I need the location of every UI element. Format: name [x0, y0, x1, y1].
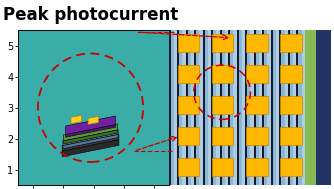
FancyBboxPatch shape — [212, 96, 233, 114]
FancyBboxPatch shape — [178, 158, 199, 176]
Bar — [298, 30, 302, 185]
Bar — [296, 30, 298, 185]
Bar — [204, 30, 208, 185]
Bar — [305, 30, 316, 185]
Bar — [169, 30, 171, 185]
FancyBboxPatch shape — [212, 65, 233, 83]
Polygon shape — [65, 125, 116, 137]
Bar — [188, 30, 191, 185]
Bar — [288, 30, 290, 185]
Bar — [256, 30, 259, 185]
Bar — [177, 30, 179, 185]
Polygon shape — [63, 130, 118, 146]
FancyBboxPatch shape — [212, 127, 233, 145]
Bar — [194, 30, 196, 185]
Bar — [316, 30, 331, 185]
Bar — [238, 30, 242, 185]
Bar — [281, 30, 285, 185]
Bar — [273, 30, 276, 185]
Bar — [203, 30, 204, 185]
Polygon shape — [63, 130, 118, 144]
Bar — [271, 30, 273, 185]
Bar — [213, 30, 216, 185]
FancyBboxPatch shape — [281, 127, 302, 145]
FancyBboxPatch shape — [246, 96, 268, 114]
FancyBboxPatch shape — [281, 34, 302, 52]
Bar — [186, 30, 188, 185]
FancyBboxPatch shape — [212, 34, 233, 52]
Text: Peak photocurrent: Peak photocurrent — [3, 6, 179, 24]
Bar — [220, 30, 221, 185]
Bar — [290, 30, 293, 185]
Bar — [179, 30, 182, 185]
Polygon shape — [65, 116, 116, 135]
Bar — [247, 30, 250, 185]
FancyBboxPatch shape — [178, 127, 199, 145]
Bar — [228, 30, 230, 185]
Bar — [221, 30, 225, 185]
FancyBboxPatch shape — [178, 34, 199, 52]
Polygon shape — [62, 140, 119, 157]
Bar — [211, 30, 213, 185]
Bar — [262, 30, 264, 185]
FancyBboxPatch shape — [246, 158, 268, 176]
FancyBboxPatch shape — [281, 158, 302, 176]
Polygon shape — [88, 116, 99, 125]
FancyBboxPatch shape — [178, 65, 199, 83]
Polygon shape — [62, 134, 119, 151]
FancyBboxPatch shape — [212, 158, 233, 176]
Bar — [196, 30, 199, 185]
Bar — [245, 30, 247, 185]
FancyBboxPatch shape — [246, 65, 268, 83]
FancyBboxPatch shape — [246, 34, 268, 52]
FancyBboxPatch shape — [281, 96, 302, 114]
Bar — [254, 30, 256, 185]
FancyBboxPatch shape — [246, 127, 268, 145]
Bar — [230, 30, 233, 185]
Polygon shape — [63, 135, 118, 149]
Polygon shape — [71, 115, 81, 124]
FancyBboxPatch shape — [178, 96, 199, 114]
Bar — [171, 30, 174, 185]
Polygon shape — [63, 124, 118, 141]
Bar — [237, 30, 238, 185]
Bar — [279, 30, 281, 185]
Bar — [169, 30, 305, 185]
Bar — [264, 30, 268, 185]
FancyBboxPatch shape — [281, 65, 302, 83]
